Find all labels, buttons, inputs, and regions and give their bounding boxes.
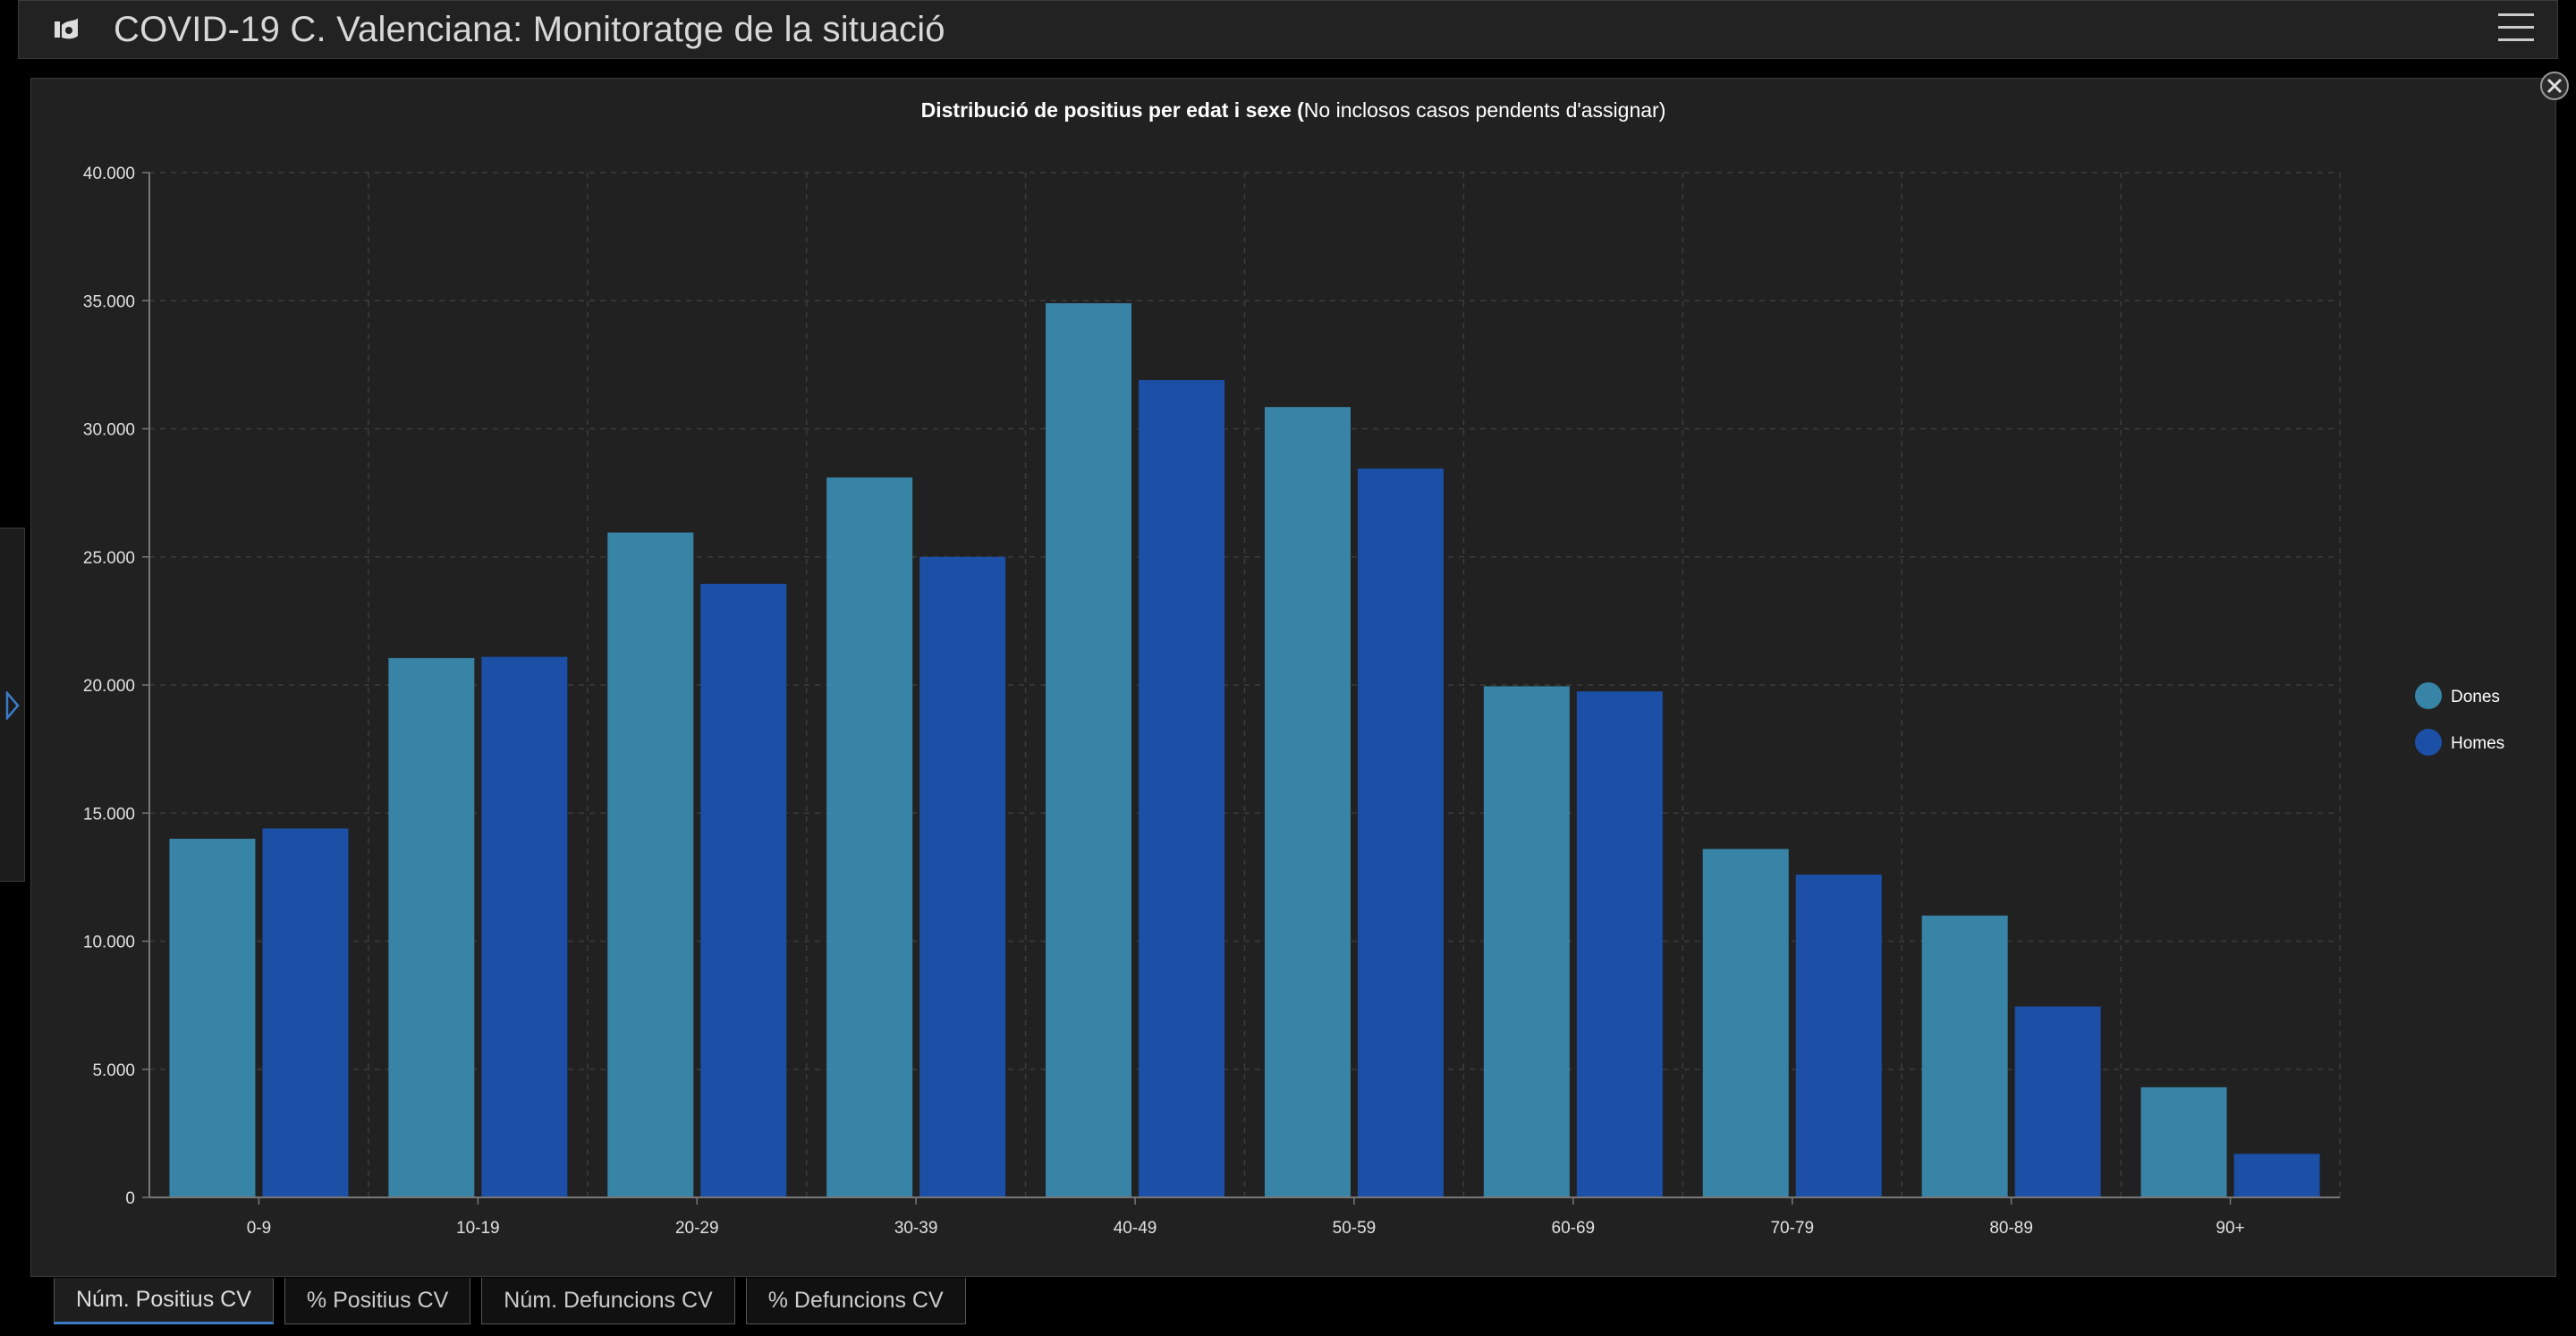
- x-tick-label: 80-89: [1989, 1219, 2033, 1238]
- bar-dones-60-69: [1483, 686, 1570, 1197]
- legend-swatch-homes: [2415, 729, 2442, 756]
- y-tick-label: 35.000: [83, 292, 135, 311]
- bar-homes-10-19: [481, 656, 568, 1197]
- x-tick-label: 10-19: [456, 1219, 500, 1238]
- bar-dones-20-29: [607, 532, 694, 1197]
- x-tick-label: 70-79: [1770, 1219, 1814, 1238]
- bar-dones-70-79: [1702, 849, 1789, 1197]
- bar-homes-70-79: [1795, 875, 1882, 1197]
- y-tick-label: 40.000: [83, 165, 135, 183]
- bar-dones-10-19: [388, 657, 475, 1197]
- chart-title-note: No inclosos casos pendents d'assignar): [1304, 98, 1666, 122]
- x-tick-label: 50-59: [1333, 1219, 1377, 1238]
- y-tick-label: 10.000: [83, 934, 135, 952]
- tab-bar: Núm. Positius CV % Positius CV Núm. Defu…: [54, 1278, 977, 1324]
- x-tick-label: 30-39: [894, 1219, 938, 1238]
- x-tick-label: 0-9: [247, 1219, 271, 1238]
- bar-homes-90+: [2233, 1154, 2320, 1197]
- y-tick-label: 20.000: [83, 677, 135, 696]
- y-tick-label: 30.000: [83, 421, 135, 440]
- bar-dones-80-89: [1921, 915, 2008, 1197]
- y-tick-label: 0: [125, 1189, 135, 1208]
- bar-homes-0-9: [262, 828, 349, 1197]
- bar-chart: Distribució de positius per edat i sexe …: [83, 98, 2504, 1238]
- bar-dones-40-49: [1046, 303, 1132, 1197]
- y-tick-label: 15.000: [83, 805, 135, 824]
- y-tick-label: 5.000: [92, 1061, 135, 1080]
- side-panel-toggle[interactable]: [0, 528, 25, 882]
- legend-swatch-dones: [2415, 682, 2442, 709]
- bar-homes-50-59: [1357, 468, 1444, 1197]
- tab-num-defuncions[interactable]: Núm. Defuncions CV: [481, 1278, 735, 1324]
- x-tick-label: 90+: [2216, 1219, 2244, 1238]
- close-icon[interactable]: [2538, 70, 2571, 102]
- x-tick-label: 20-29: [675, 1219, 719, 1238]
- chart-title: Distribució de positius per edat i sexe …: [921, 98, 1666, 122]
- app-header: COVID-19 C. Valenciana: Monitoratge de l…: [18, 0, 2558, 59]
- x-tick-label: 60-69: [1552, 1219, 1596, 1238]
- bar-dones-30-39: [826, 477, 913, 1197]
- bar-homes-30-39: [919, 556, 1006, 1197]
- bar-homes-60-69: [1576, 691, 1663, 1197]
- tab-num-positius[interactable]: Núm. Positius CV: [54, 1278, 274, 1324]
- bar-dones-0-9: [169, 838, 256, 1197]
- y-tick-label: 25.000: [83, 549, 135, 568]
- bar-dones-90+: [2140, 1087, 2227, 1197]
- x-tick-label: 40-49: [1114, 1219, 1157, 1238]
- bar-homes-20-29: [700, 583, 787, 1197]
- chevron-right-icon: [5, 691, 20, 720]
- legend-label-dones: Dones: [2451, 688, 2500, 706]
- hamburger-menu-icon[interactable]: [2498, 13, 2534, 46]
- bar-homes-80-89: [2014, 1006, 2101, 1197]
- bar-dones-50-59: [1264, 407, 1351, 1198]
- legend-label-homes: Homes: [2451, 734, 2504, 753]
- tab-pct-positius[interactable]: % Positius CV: [284, 1278, 471, 1324]
- bar-homes-40-49: [1139, 380, 1225, 1197]
- chart-title-bold: Distribució de positius per edat i sexe …: [921, 98, 1305, 122]
- tab-pct-defuncions[interactable]: % Defuncions CV: [745, 1278, 966, 1324]
- app-title: COVID-19 C. Valenciana: Monitoratge de l…: [114, 9, 945, 49]
- gva-logo-icon: [55, 18, 78, 39]
